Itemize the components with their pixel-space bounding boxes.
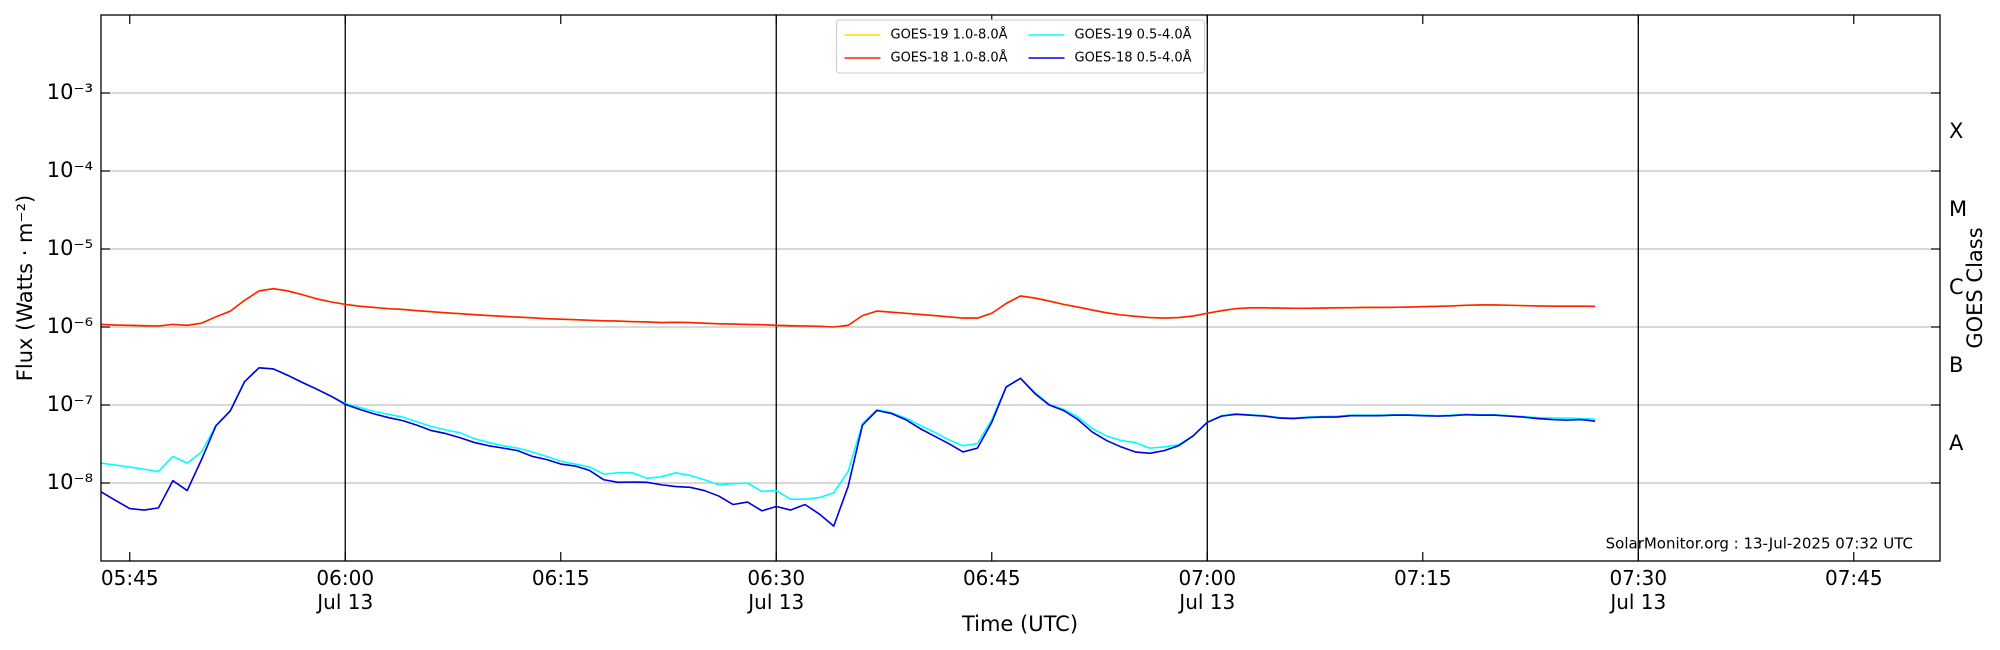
y-axis-label: Flux (Watts · m⁻²) (13, 195, 37, 381)
x-tick-label: 06:30 Jul 13 (747, 566, 806, 614)
annotation: SolarMonitor.org : 13-Jul-2025 07:32 UTC (1606, 535, 1913, 553)
y-tick-label: 10⁻⁷ (47, 392, 93, 416)
legend-box (836, 19, 1205, 74)
goes-class-label: X (1949, 119, 1963, 143)
x-tick-label: 07:00 Jul 13 (1178, 566, 1237, 614)
x-tick-label: 07:30 Jul 13 (1609, 566, 1668, 614)
series-line (100, 366, 1596, 500)
x-tick-label: 07:45 (1824, 566, 1883, 590)
y-tick-label: 10⁻⁶ (47, 314, 93, 338)
x-axis-label: Time (UTC) (961, 612, 1078, 636)
x-tick-label: 07:15 (1393, 566, 1452, 590)
legend-label: GOES-18 0.5-4.0Å (1075, 50, 1192, 66)
legend-label: GOES-19 1.0-8.0Å (891, 27, 1008, 43)
y-tick-label: 10⁻³ (47, 80, 93, 104)
series-line (100, 287, 1596, 328)
goes-class-label: M (1949, 197, 1967, 221)
y-tick-label: 10⁻⁵ (47, 236, 93, 260)
legend-label: GOES-18 1.0-8.0Å (891, 50, 1008, 66)
x-tick-label: 05:45 (100, 566, 159, 590)
legend: GOES-19 1.0-8.0Å GOES-18 1.0-8.0Å GOES-19 … (836, 19, 1205, 74)
y-tick-label: 10⁻⁴ (47, 158, 93, 182)
y-tick-label: 10⁻⁸ (47, 470, 93, 494)
goes-class-label: C (1949, 275, 1964, 299)
series-line (100, 366, 1596, 527)
goes-class-label: B (1949, 353, 1963, 377)
legend-label: GOES-19 0.5-4.0Å (1075, 27, 1192, 43)
x-tick-label: 06:45 (962, 566, 1021, 590)
goes-class-label: A (1949, 431, 1964, 455)
plot-frame (100, 14, 1941, 562)
x-tick-label: 06:15 (531, 566, 590, 590)
y2-axis-label: GOES Class (1963, 227, 1987, 348)
x-tick-label: 06:00 Jul 13 (316, 566, 375, 614)
